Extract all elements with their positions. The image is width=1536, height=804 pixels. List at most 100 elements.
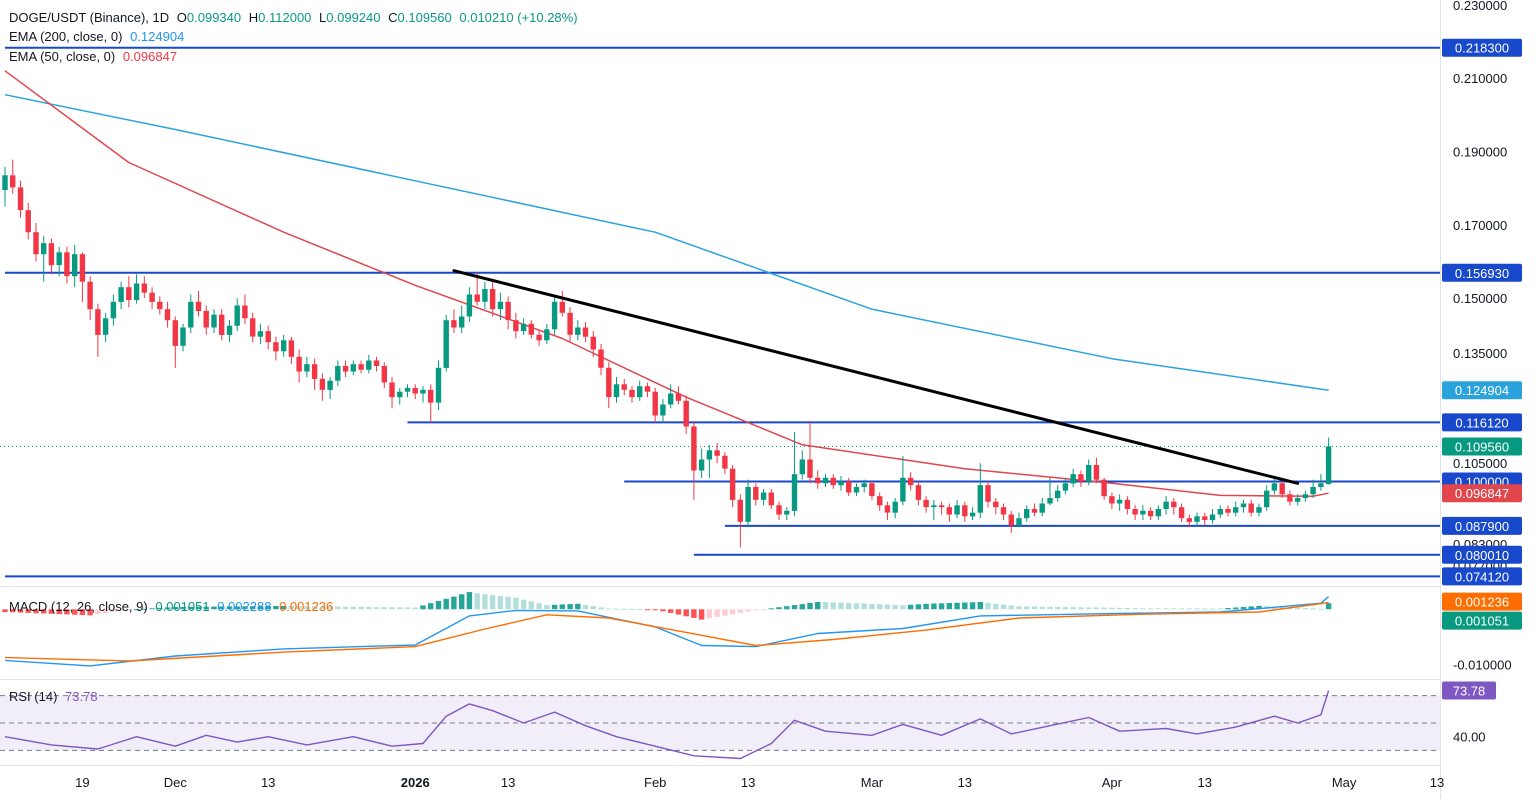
candle-body bbox=[48, 243, 55, 266]
candle-body bbox=[691, 426, 697, 471]
macd-histogram-bar bbox=[72, 609, 78, 615]
candle-body bbox=[172, 320, 178, 346]
candle-body bbox=[753, 487, 759, 500]
candle-body bbox=[776, 505, 782, 515]
macd-histogram-bar bbox=[319, 606, 326, 610]
candle-body bbox=[907, 477, 914, 486]
candle-body bbox=[1248, 503, 1254, 513]
candle-body bbox=[288, 340, 295, 357]
macd-histogram-bar bbox=[993, 603, 999, 610]
candle-body bbox=[760, 492, 767, 500]
symbol-legend: DOGE/USDT (Binance), 1D O0.099340 H0.112… bbox=[9, 10, 582, 26]
macd-legend[interactable]: MACD (12, 26, close, 9) 0.001051 0.00228… bbox=[9, 599, 337, 615]
candle-body bbox=[985, 485, 991, 502]
candle-body bbox=[582, 327, 589, 337]
macd-histogram-bar bbox=[1279, 607, 1285, 610]
macd-histogram-bar bbox=[1008, 605, 1014, 610]
candle-body bbox=[1078, 474, 1084, 482]
candle-body bbox=[397, 391, 403, 398]
candle-body bbox=[373, 360, 380, 366]
macd-histogram-bar bbox=[513, 597, 519, 610]
candle-body bbox=[25, 210, 31, 233]
rsi-label: RSI (14) bbox=[9, 689, 58, 704]
macd-histogram-bar bbox=[1233, 607, 1239, 610]
level-label-bg bbox=[1442, 516, 1522, 535]
candle-body bbox=[1024, 509, 1030, 519]
macd-histogram-bar bbox=[273, 606, 279, 610]
macd-histogram-bar bbox=[397, 607, 403, 610]
macd-histogram-bar bbox=[2, 609, 8, 613]
candle-body bbox=[404, 388, 411, 392]
candle-body bbox=[877, 496, 883, 506]
macd-histogram-bar bbox=[1047, 606, 1053, 610]
macd-histogram-bar bbox=[157, 607, 163, 610]
macd-histogram-bar bbox=[621, 608, 627, 610]
candle-body bbox=[892, 501, 898, 513]
macd-histogram-bar bbox=[1240, 606, 1247, 610]
time-tick-label: May bbox=[1332, 775, 1357, 790]
candle-body bbox=[335, 366, 341, 381]
candle-body bbox=[41, 243, 47, 255]
macd-histogram-bar bbox=[714, 609, 720, 617]
macd-histogram-bar bbox=[768, 608, 774, 610]
macd-hist-axis-label: 0.001051 bbox=[1455, 614, 1509, 629]
rsi-pane bbox=[0, 690, 1440, 760]
macd-histogram-bar bbox=[962, 602, 968, 610]
candle-body bbox=[1140, 510, 1146, 515]
macd-histogram-bar bbox=[1225, 608, 1231, 610]
macd-histogram-bar bbox=[10, 609, 16, 613]
candle-body bbox=[962, 505, 968, 517]
macd-histogram-bar bbox=[784, 606, 790, 610]
candle-body bbox=[412, 388, 418, 394]
candle-body bbox=[606, 367, 612, 398]
macd-histogram-bar bbox=[1140, 608, 1146, 610]
macd-histogram-bar bbox=[33, 609, 39, 614]
candle-body bbox=[56, 252, 62, 266]
level-label: 0.074120 bbox=[1455, 569, 1509, 584]
macd-histogram-bar bbox=[1016, 606, 1022, 610]
macd-histogram-bar bbox=[1295, 607, 1301, 610]
candle-body bbox=[1070, 474, 1076, 484]
candle-body bbox=[1178, 507, 1185, 519]
candle-body bbox=[87, 281, 93, 310]
macd-histogram-bar bbox=[1310, 608, 1316, 610]
candle-body bbox=[938, 505, 945, 508]
ema200-value: 0.124904 bbox=[130, 29, 185, 44]
candle-body bbox=[319, 378, 326, 390]
ema200-legend[interactable]: EMA (200, close, 0) 0.124904 bbox=[9, 29, 188, 45]
macd-histogram-bar bbox=[226, 606, 233, 610]
candle-body bbox=[133, 283, 140, 300]
candle-body bbox=[1000, 507, 1007, 515]
macd-histogram-bar bbox=[474, 593, 480, 610]
change-value: 0.010210 (+10.28%) bbox=[459, 10, 578, 25]
macd-histogram-bar bbox=[435, 601, 442, 610]
time-tick-label: 13 bbox=[261, 775, 275, 790]
candle-body bbox=[1318, 483, 1324, 487]
ema50-legend[interactable]: EMA (50, close, 0) 0.096847 bbox=[9, 49, 181, 65]
time-tick-label: Feb bbox=[644, 775, 666, 790]
macd-histogram-bar bbox=[838, 602, 844, 610]
candle-body bbox=[1147, 510, 1154, 517]
high-value: 0.112000 bbox=[258, 10, 312, 25]
candle-body bbox=[497, 301, 504, 310]
level-label: 0.080010 bbox=[1455, 548, 1509, 563]
candle-body bbox=[118, 287, 124, 302]
rsi-legend[interactable]: RSI (14) 73.78 bbox=[9, 689, 102, 705]
time-tick-label: 13 bbox=[741, 775, 755, 790]
macd-histogram-bar bbox=[172, 606, 178, 610]
candle-body bbox=[1047, 498, 1053, 504]
candle-body bbox=[257, 331, 264, 337]
macd-histogram-bar bbox=[412, 607, 418, 610]
macd-histogram-bar bbox=[606, 608, 612, 610]
rsi-value: 73.78 bbox=[65, 689, 98, 704]
macd-histogram-bar bbox=[1101, 607, 1107, 610]
macd-histogram-bar bbox=[296, 606, 302, 610]
macd-histogram-bar bbox=[691, 609, 697, 618]
candle-body bbox=[784, 510, 790, 515]
candle-body bbox=[443, 320, 449, 368]
ema50-line bbox=[4, 70, 1329, 497]
candle-body bbox=[1086, 465, 1092, 482]
macd-histogram-bar bbox=[1248, 606, 1254, 610]
